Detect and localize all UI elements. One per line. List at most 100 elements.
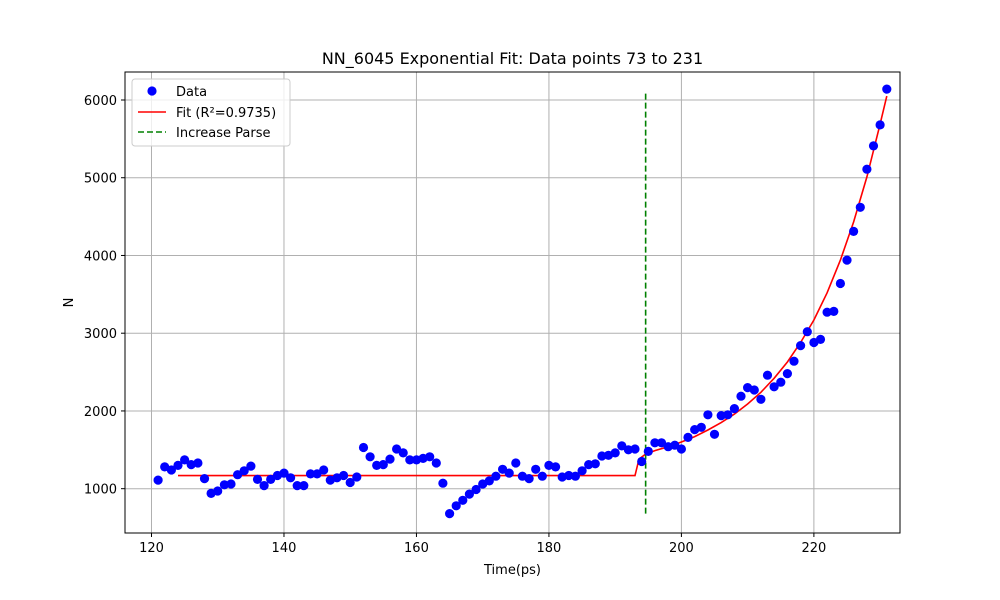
data-point xyxy=(471,484,481,495)
data-point xyxy=(709,429,720,439)
data-point xyxy=(226,479,236,489)
data-point xyxy=(398,448,408,458)
axis-ticks: 120 140 160 180 200 220 1000 2000 3000 4000 5000 60… xyxy=(84,94,826,556)
data-point xyxy=(531,464,541,474)
data-point xyxy=(789,356,799,366)
y-tick-label: 2000 xyxy=(84,405,117,420)
data-point xyxy=(822,307,832,317)
data-point xyxy=(431,458,441,468)
data-point xyxy=(683,432,693,442)
data-point xyxy=(637,456,647,467)
data-point xyxy=(723,410,733,420)
data-point xyxy=(279,468,289,478)
data-point xyxy=(484,476,494,486)
data-point xyxy=(782,369,793,379)
data-point xyxy=(524,474,534,484)
data-point xyxy=(736,391,746,401)
data-point xyxy=(610,448,620,458)
data-point xyxy=(676,444,687,454)
legend-marker-data xyxy=(147,86,157,96)
data-point xyxy=(570,471,581,481)
data-point xyxy=(286,473,296,483)
data-point xyxy=(756,394,766,404)
data-point xyxy=(339,470,349,481)
data-point xyxy=(458,495,468,505)
y-tick-label: 3000 xyxy=(84,327,117,342)
data-point xyxy=(835,278,846,289)
data-point xyxy=(829,306,839,316)
data-point xyxy=(491,471,501,481)
data-point xyxy=(299,481,309,491)
data-point xyxy=(246,461,256,471)
data-point xyxy=(425,452,435,462)
data-point xyxy=(378,460,388,470)
data-point xyxy=(365,452,375,462)
data-point xyxy=(385,454,395,464)
data-points-layer xyxy=(153,84,892,519)
data-point xyxy=(345,477,355,488)
data-point xyxy=(445,508,455,519)
data-point xyxy=(776,377,786,387)
data-point xyxy=(464,489,474,499)
data-point xyxy=(703,410,713,420)
data-point xyxy=(252,474,263,484)
data-point xyxy=(802,327,812,337)
data-point xyxy=(352,472,362,482)
x-tick-label: 200 xyxy=(669,541,694,556)
data-point xyxy=(862,164,872,174)
data-point xyxy=(875,120,885,130)
y-tick-label: 1000 xyxy=(84,483,117,498)
data-point xyxy=(166,465,176,475)
data-point xyxy=(815,334,826,344)
data-point xyxy=(729,404,740,414)
legend-label: Fit (R²=0.9735) xyxy=(176,106,276,121)
grid xyxy=(125,72,900,533)
legend-label: Data xyxy=(176,85,207,100)
data-point xyxy=(855,202,865,212)
data-point xyxy=(537,471,547,481)
data-point xyxy=(451,501,461,511)
data-point xyxy=(405,455,415,465)
y-axis-label: N xyxy=(62,298,77,308)
data-point xyxy=(590,459,600,469)
plot-frame xyxy=(124,71,901,534)
y-tick-label: 6000 xyxy=(84,94,117,109)
data-point xyxy=(319,465,329,475)
chart-title: NN_6045 Exponential Fit: Data points 73 … xyxy=(322,49,703,69)
legend: Data Fit (R²=0.9735) Increase Parse xyxy=(131,78,291,147)
data-point xyxy=(630,444,640,454)
x-tick-label: 180 xyxy=(537,541,562,556)
data-point xyxy=(239,466,249,476)
data-point xyxy=(305,469,316,479)
x-tick-label: 120 xyxy=(139,541,164,556)
data-point xyxy=(882,84,892,94)
data-point xyxy=(259,481,269,491)
x-tick-label: 160 xyxy=(404,541,429,556)
data-point xyxy=(643,446,653,456)
data-point xyxy=(696,422,706,432)
data-point xyxy=(213,486,223,496)
y-tick-label: 4000 xyxy=(84,249,117,264)
data-point xyxy=(173,460,183,470)
data-point xyxy=(266,474,276,484)
data-point xyxy=(656,438,667,448)
data-point xyxy=(650,438,660,448)
data-point xyxy=(551,462,561,472)
data-point xyxy=(199,474,210,484)
x-tick-label: 220 xyxy=(801,541,826,556)
data-point xyxy=(762,370,773,380)
y-tick-label: 5000 xyxy=(84,172,117,187)
data-point xyxy=(749,385,759,395)
legend-label: Increase Parse xyxy=(176,126,271,141)
data-point xyxy=(868,141,879,151)
fit-line-layer xyxy=(178,95,888,477)
data-point xyxy=(358,442,369,453)
data-point xyxy=(849,226,859,236)
x-tick-label: 140 xyxy=(272,541,297,556)
fit-line xyxy=(178,95,888,477)
data-point xyxy=(153,475,163,485)
data-point xyxy=(193,458,203,468)
data-point xyxy=(796,341,806,351)
data-point xyxy=(769,382,779,392)
